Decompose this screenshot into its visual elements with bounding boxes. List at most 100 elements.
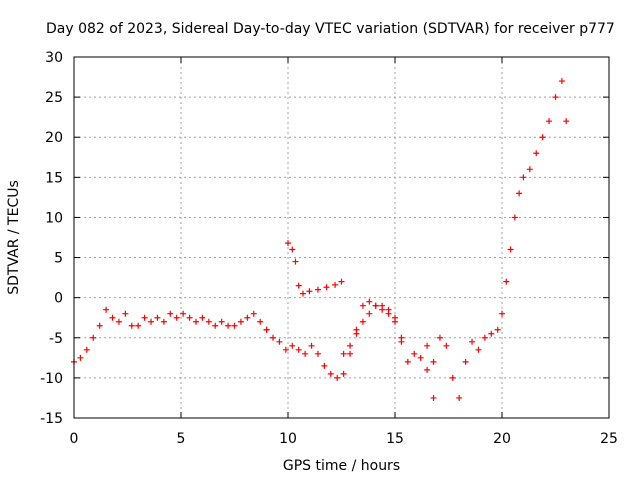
data-point bbox=[332, 281, 339, 288]
data-point bbox=[366, 310, 373, 317]
gridlines bbox=[73, 56, 610, 419]
data-point bbox=[430, 358, 437, 365]
chart-title: Day 082 of 2023, Sidereal Day-to-day VTE… bbox=[46, 21, 615, 37]
data-point bbox=[511, 214, 518, 221]
data-point bbox=[443, 342, 450, 349]
data-point bbox=[327, 370, 334, 377]
data-point bbox=[103, 306, 110, 313]
data-point bbox=[411, 350, 418, 357]
data-point bbox=[359, 318, 366, 325]
data-point bbox=[109, 314, 116, 321]
data-point bbox=[520, 174, 527, 181]
y-tick-label: -15 bbox=[40, 411, 63, 427]
data-point bbox=[503, 278, 510, 285]
data-point bbox=[424, 342, 431, 349]
data-point bbox=[282, 346, 289, 353]
y-tick-label: -10 bbox=[40, 371, 63, 387]
data-point bbox=[314, 350, 321, 357]
x-tick-label: 25 bbox=[600, 431, 618, 447]
x-tick-label: 15 bbox=[386, 431, 404, 447]
data-point bbox=[192, 318, 199, 325]
data-point bbox=[263, 326, 270, 333]
data-point bbox=[558, 78, 565, 85]
data-point bbox=[77, 354, 84, 361]
data-point bbox=[115, 318, 122, 325]
data-point bbox=[83, 346, 90, 353]
data-point bbox=[225, 322, 232, 329]
data-point bbox=[308, 342, 315, 349]
data-point bbox=[475, 346, 482, 353]
data-point bbox=[299, 290, 306, 297]
data-point bbox=[385, 306, 392, 313]
data-point bbox=[338, 278, 345, 285]
series-afternoon bbox=[263, 298, 405, 381]
series-branches bbox=[340, 302, 437, 401]
data-point bbox=[366, 298, 373, 305]
data-point bbox=[533, 150, 540, 157]
data-point bbox=[424, 366, 431, 373]
data-point bbox=[276, 338, 283, 345]
x-tick-label: 10 bbox=[279, 431, 297, 447]
plot-frame bbox=[73, 56, 610, 419]
data-point bbox=[404, 358, 411, 365]
data-point bbox=[507, 246, 514, 253]
data-point bbox=[436, 334, 443, 341]
y-axis-title: SDTVAR / TECUs bbox=[6, 180, 22, 295]
data-point bbox=[289, 246, 296, 253]
data-point bbox=[398, 338, 405, 345]
x-tick-label: 20 bbox=[493, 431, 511, 447]
data-point bbox=[347, 350, 354, 357]
y-tick-label: 5 bbox=[54, 251, 63, 267]
data-point bbox=[456, 394, 463, 401]
data-point bbox=[539, 134, 546, 141]
data-point bbox=[250, 310, 257, 317]
data-point bbox=[212, 322, 219, 329]
data-point bbox=[270, 334, 277, 341]
data-point bbox=[516, 190, 523, 197]
y-tick-label: 30 bbox=[45, 50, 63, 66]
y-tick-labels: -15 -10 -5 0 5 10 15 20 25 30 bbox=[40, 50, 63, 427]
y-tick-label: 0 bbox=[54, 291, 63, 307]
data-point bbox=[96, 322, 103, 329]
data-point bbox=[499, 310, 505, 317]
y-tick-label: 15 bbox=[45, 170, 63, 186]
data-point bbox=[90, 334, 97, 341]
data-point bbox=[237, 318, 244, 325]
data-point bbox=[173, 314, 180, 321]
y-tick-label: 10 bbox=[45, 210, 63, 226]
data-point bbox=[340, 350, 347, 357]
data-point bbox=[160, 318, 167, 325]
data-point bbox=[323, 284, 330, 291]
data-point bbox=[244, 314, 251, 321]
x-tick-label: 5 bbox=[177, 431, 186, 447]
data-point bbox=[334, 374, 341, 381]
series-evening bbox=[424, 78, 570, 401]
data-point bbox=[379, 302, 386, 309]
series-morning bbox=[71, 306, 270, 365]
data-point bbox=[289, 342, 296, 349]
data-point bbox=[372, 302, 379, 309]
data-point bbox=[148, 318, 155, 325]
y-tick-label: -5 bbox=[49, 331, 63, 347]
data-point bbox=[481, 334, 488, 341]
data-point bbox=[295, 346, 302, 353]
data-point bbox=[295, 282, 302, 289]
data-point bbox=[417, 354, 424, 361]
data-point bbox=[469, 338, 476, 345]
data-point bbox=[154, 314, 161, 321]
data-point bbox=[285, 240, 291, 247]
data-point bbox=[430, 394, 437, 401]
y-tick-label: 20 bbox=[45, 130, 63, 146]
x-tick-label: 0 bbox=[70, 431, 79, 447]
data-point bbox=[122, 310, 129, 317]
data-point bbox=[135, 322, 142, 329]
data-point bbox=[563, 118, 570, 125]
data-point bbox=[449, 374, 456, 381]
data-point bbox=[546, 118, 553, 125]
data-point bbox=[292, 258, 299, 265]
data-point bbox=[552, 94, 559, 101]
data-point bbox=[128, 322, 135, 329]
data-point bbox=[231, 322, 238, 329]
y-tick-label: 25 bbox=[45, 90, 63, 106]
